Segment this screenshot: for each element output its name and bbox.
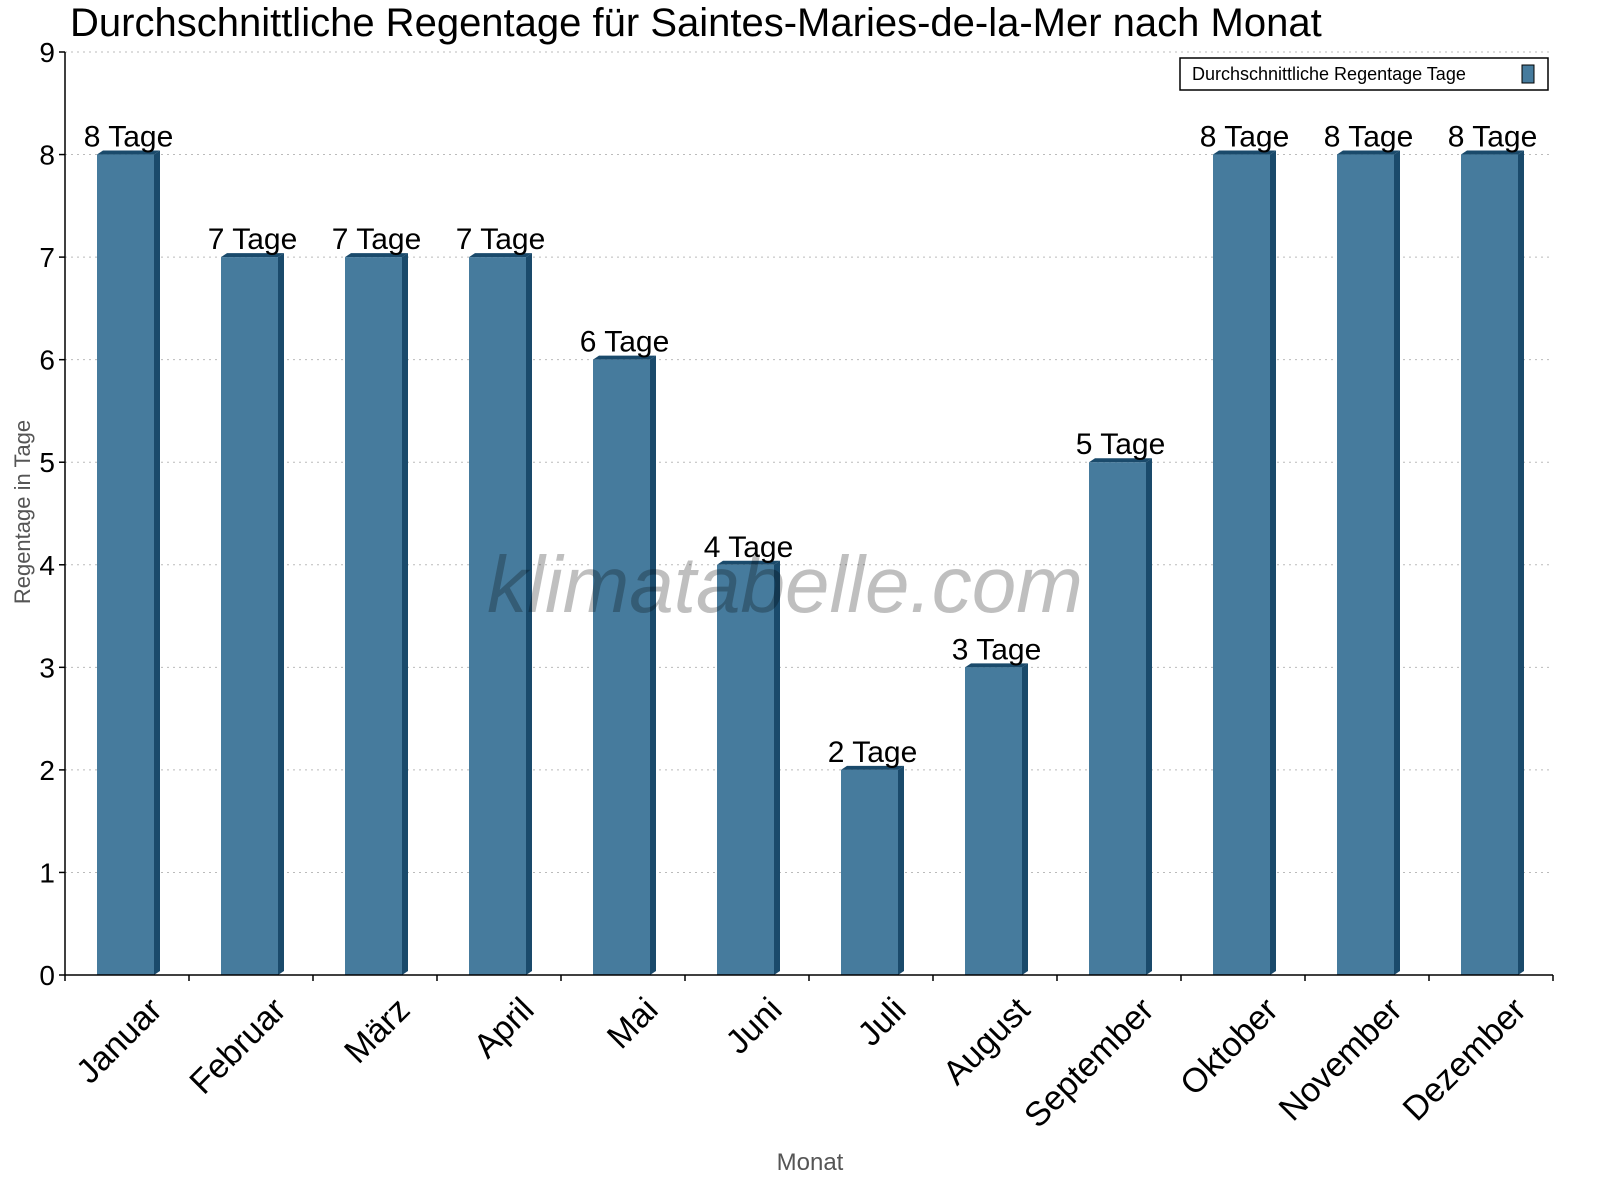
bar-top [841,765,904,770]
bar [1089,462,1146,975]
bar-side [402,253,408,976]
data-label: 4 Tage [704,531,794,564]
x-tick-label: September [1017,991,1161,1135]
y-tick-label: 4 [39,550,55,581]
y-tick-label: 7 [39,242,55,273]
bar-top [469,253,532,258]
bar-side [526,253,532,976]
x-tick-label: November [1272,991,1410,1129]
bar-top [97,150,160,155]
x-tick-label: Juni [719,991,790,1062]
x-tick-label: Dezember [1396,991,1534,1129]
legend: Durchschnittliche Regentage Tage [1179,57,1549,91]
y-tick-label: 2 [39,755,55,786]
data-label: 7 Tage [332,223,422,256]
bar [593,359,650,976]
x-tick-label: Februar [182,991,293,1102]
bar-top [965,663,1028,668]
legend-label: Durchschnittliche Regentage Tage [1192,64,1466,84]
y-tick-label: 8 [39,140,55,171]
bar-side [278,253,284,976]
x-axis-label: Monat [777,1149,844,1176]
y-tick-label: 1 [39,857,55,888]
bar-top [1337,150,1400,155]
y-axis-label: Regentage in Tage [10,420,35,604]
x-tick-label: Januar [69,991,169,1091]
bar-side [774,560,780,975]
y-tick-label: 6 [39,345,55,376]
bar [97,154,154,976]
data-label: 8 Tage [1200,121,1290,154]
data-label: 7 Tage [456,223,546,256]
bar-top [1213,150,1276,155]
bar-top [1461,150,1524,155]
bar [965,667,1022,975]
bar-top [221,253,284,258]
y-tick-label: 9 [39,37,55,68]
bar-side [1146,458,1152,975]
chart-title: Durchschnittliche Regentage für Saintes-… [70,1,1322,45]
data-label: 5 Tage [1076,428,1166,461]
x-tick-label: März [337,991,417,1071]
y-tick-label: 3 [39,652,55,683]
bar [221,257,278,976]
y-tick-label: 5 [39,447,55,478]
x-tick-label: August [936,990,1038,1092]
x-tick-label: Oktober [1173,991,1285,1103]
bar [841,769,898,975]
legend-swatch [1521,64,1535,84]
bars: 8 Tage 7 Tage 7 Tage 7 Tage 6 Tage 4 Tage 2 Ta… [84,121,1538,976]
y-tick-label: 0 [39,960,55,991]
bar-side [1270,150,1276,976]
watermark: klimatabelle.com [487,540,1083,629]
bar-side [1022,663,1028,975]
data-label: 8 Tage [1448,121,1538,154]
x-tick-label: Juli [851,991,914,1054]
data-label: 2 Tage [828,736,918,769]
bar [1461,154,1518,976]
bar [345,257,402,976]
bar-top [1089,458,1152,463]
data-label: 8 Tage [1324,121,1414,154]
bar [469,257,526,976]
bar-top [345,253,408,258]
bar-top [717,560,780,565]
bar [1213,154,1270,976]
bar-side [1518,150,1524,976]
x-tick-label: Mai [600,991,666,1057]
bar-side [1394,150,1400,976]
bar [717,564,774,975]
data-label: 3 Tage [952,633,1042,666]
bar-side [898,765,904,975]
bar [1337,154,1394,976]
grid [65,51,1553,873]
data-label: 6 Tage [580,326,670,359]
data-label: 8 Tage [84,121,174,154]
bar-top [593,355,656,360]
bar-side [154,150,160,976]
x-tick-label: April [467,991,542,1066]
data-label: 7 Tage [208,223,298,256]
bar-side [650,355,656,976]
